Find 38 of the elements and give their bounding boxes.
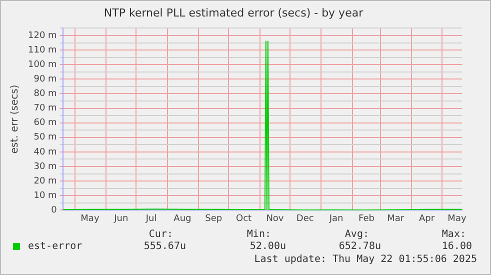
y-tick-label: 20 m bbox=[34, 176, 57, 186]
y-tick-label: 10 m bbox=[34, 190, 57, 201]
y-tick-label: 70 m bbox=[34, 104, 57, 114]
y-tick-label: 110 m bbox=[28, 45, 57, 56]
x-tick-label: May bbox=[448, 214, 467, 224]
x-tick-label: Nov bbox=[266, 214, 284, 224]
x-tick-label: Apr bbox=[419, 214, 435, 224]
y-tick-label: 0 bbox=[51, 206, 58, 216]
y-tick-label: 60 m bbox=[34, 118, 57, 128]
text: 555.67u bbox=[144, 241, 186, 252]
y-tick-label: 50 m bbox=[34, 132, 57, 143]
x-tick-label: Sep bbox=[205, 214, 222, 224]
x-tick-label: Feb bbox=[358, 214, 375, 224]
y-tick-label: 100 m bbox=[28, 60, 57, 70]
text: Last update: Thu May 22 01:55:06 2025 bbox=[254, 254, 477, 265]
text: Avg: bbox=[344, 229, 369, 240]
x-tick-label: May bbox=[80, 214, 100, 224]
x-tick-label: Oct bbox=[236, 214, 252, 224]
text: Cur: bbox=[148, 229, 173, 240]
y-tick-label: 90 m bbox=[34, 74, 57, 85]
text: Min: bbox=[246, 229, 271, 240]
x-tick-label: Jan bbox=[328, 214, 344, 224]
chart-title: NTP kernel PLL estimated error (secs) - by year bbox=[104, 6, 364, 20]
x-tick-label: Aug bbox=[174, 214, 192, 224]
x-tick-label: Mar bbox=[387, 214, 404, 224]
y-tick-label: 30 m bbox=[34, 162, 57, 172]
text: Max: bbox=[442, 229, 466, 240]
x-tick-label: Dec bbox=[296, 214, 314, 224]
y-axis-title: est. err (secs) bbox=[10, 84, 21, 154]
y-tick-label: 80 m bbox=[34, 89, 57, 100]
text: 16.00 bbox=[442, 241, 472, 252]
y-tick-label: 120 m bbox=[28, 30, 57, 41]
x-tick-label: Jun bbox=[113, 214, 128, 224]
text: 652.78u bbox=[338, 241, 381, 252]
legend-label: est-error bbox=[28, 241, 82, 252]
text: 52.00u bbox=[250, 241, 286, 252]
y-tick-label: 40 m bbox=[34, 147, 57, 158]
x-tick-label: Jul bbox=[144, 214, 157, 224]
